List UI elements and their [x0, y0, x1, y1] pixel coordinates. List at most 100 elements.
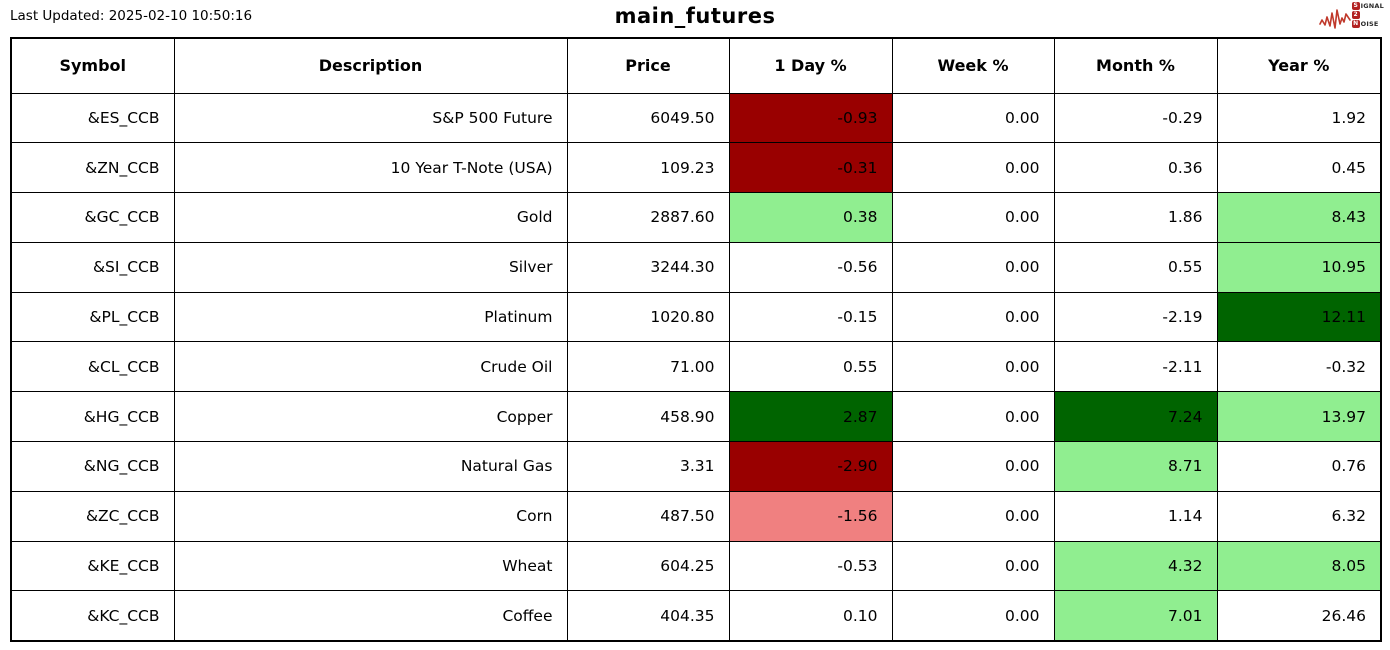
logo-rest-ignal: IGNAL	[1360, 2, 1384, 10]
column-header-week: Week %	[891, 37, 1055, 94]
cell-week: 0.00	[891, 540, 1055, 592]
cell-month: 0.36	[1053, 142, 1218, 194]
cell-day: 2.87	[728, 391, 893, 443]
cell-month: 4.32	[1053, 540, 1218, 592]
cell-year: 13.97	[1216, 391, 1382, 443]
last-updated-text: Last Updated: 2025-02-10 10:50:16	[10, 8, 253, 24]
cell-description: Coffee	[173, 590, 568, 642]
column-header-symbol: Symbol	[10, 37, 175, 94]
cell-week: 0.00	[891, 192, 1055, 243]
cell-description: 10 Year T-Note (USA)	[173, 142, 568, 194]
cell-price: 71.00	[566, 341, 730, 393]
cell-price: 2887.60	[566, 192, 730, 243]
table-row: &SI_CCB Silver 3244.30 -0.56 0.00 0.55 10.95	[10, 241, 1382, 293]
cell-month: 1.14	[1053, 490, 1218, 542]
table-row: &KE_CCB Wheat 604.25 -0.53 0.00 4.32 8.05	[10, 540, 1382, 592]
cell-day: -0.31	[728, 142, 893, 194]
cell-year: 12.11	[1216, 291, 1382, 343]
table-row: &KC_CCB Coffee 404.35 0.10 0.00 7.01 26.46	[10, 590, 1382, 642]
cell-year: 6.32	[1216, 490, 1382, 542]
cell-description: Wheat	[173, 540, 568, 592]
table-row: &NG_CCB Natural Gas 3.31 -2.90 0.00 8.71 0.76	[10, 441, 1382, 492]
cell-month: 8.71	[1053, 441, 1218, 492]
cell-day: -0.53	[728, 540, 893, 592]
cell-week: 0.00	[891, 341, 1055, 393]
cell-price: 1020.80	[566, 291, 730, 343]
cell-year: 10.95	[1216, 241, 1382, 293]
logo-badge-s: S	[1351, 2, 1360, 10]
cell-description: Corn	[173, 490, 568, 542]
logo-line-signal: S IGNAL	[1351, 2, 1384, 10]
cell-year: 8.43	[1216, 192, 1382, 243]
cell-week: 0.00	[891, 441, 1055, 492]
cell-symbol: &CL_CCB	[10, 341, 175, 393]
logo-rest-oise: OISE	[1360, 20, 1379, 28]
cell-symbol: &SI_CCB	[10, 241, 175, 293]
cell-year: 1.92	[1216, 92, 1382, 144]
cell-month: -2.19	[1053, 291, 1218, 343]
cell-description: S&P 500 Future	[173, 92, 568, 144]
cell-year: 8.05	[1216, 540, 1382, 592]
cell-symbol: &ZC_CCB	[10, 490, 175, 542]
cell-month: 0.55	[1053, 241, 1218, 293]
cell-week: 0.00	[891, 142, 1055, 194]
cell-description: Crude Oil	[173, 341, 568, 393]
cell-year: 0.45	[1216, 142, 1382, 194]
column-header-description: Description	[173, 37, 568, 94]
column-header-month: Month %	[1053, 37, 1218, 94]
cell-price: 487.50	[566, 490, 730, 542]
cell-month: 7.01	[1053, 590, 1218, 642]
cell-year: 26.46	[1216, 590, 1382, 642]
cell-week: 0.00	[891, 391, 1055, 443]
table-row: &GC_CCB Gold 2887.60 0.38 0.00 1.86 8.43	[10, 192, 1382, 243]
cell-month: -0.29	[1053, 92, 1218, 144]
column-header-1day: 1 Day %	[728, 37, 893, 94]
logo-badge-2: 2	[1351, 11, 1360, 19]
table-header: Symbol Description Price 1 Day % Week % …	[10, 37, 1382, 94]
table-row: &ZN_CCB 10 Year T-Note (USA) 109.23 -0.31 0.…	[10, 142, 1382, 194]
column-header-price: Price	[566, 37, 730, 94]
cell-day: 0.10	[728, 590, 893, 642]
cell-day: -0.15	[728, 291, 893, 343]
cell-price: 604.25	[566, 540, 730, 592]
page-title: main_futures	[614, 4, 776, 28]
cell-day: 0.55	[728, 341, 893, 393]
cell-month: 1.86	[1053, 192, 1218, 243]
cell-day: -2.90	[728, 441, 893, 492]
cell-day: -0.56	[728, 241, 893, 293]
logo-line-2: 2	[1351, 11, 1384, 19]
cell-symbol: &KE_CCB	[10, 540, 175, 592]
column-header-year: Year %	[1216, 37, 1382, 94]
cell-price: 458.90	[566, 391, 730, 443]
futures-table: Symbol Description Price 1 Day % Week % …	[10, 37, 1382, 642]
cell-price: 3244.30	[566, 241, 730, 293]
table-row: &ZC_CCB Corn 487.50 -1.56 0.00 1.14 6.32	[10, 490, 1382, 542]
cell-price: 6049.50	[566, 92, 730, 144]
cell-description: Natural Gas	[173, 441, 568, 492]
cell-description: Copper	[173, 391, 568, 443]
header-row: Symbol Description Price 1 Day % Week % …	[10, 37, 1382, 94]
table-row: &PL_CCB Platinum 1020.80 -0.15 0.00 -2.19 12.1…	[10, 291, 1382, 343]
cell-week: 0.00	[891, 490, 1055, 542]
cell-price: 3.31	[566, 441, 730, 492]
cell-symbol: &NG_CCB	[10, 441, 175, 492]
cell-week: 0.00	[891, 92, 1055, 144]
cell-symbol: &HG_CCB	[10, 391, 175, 443]
table-row: &CL_CCB Crude Oil 71.00 0.55 0.00 -2.11 -0.32	[10, 341, 1382, 393]
table-body: &ES_CCB S&P 500 Future 6049.50 -0.93 0.00 -0.…	[10, 92, 1382, 642]
waveform-icon	[1318, 9, 1351, 29]
table-row: &HG_CCB Copper 458.90 2.87 0.00 7.24 13.97	[10, 391, 1382, 443]
cell-week: 0.00	[891, 291, 1055, 343]
cell-price: 109.23	[566, 142, 730, 194]
cell-description: Platinum	[173, 291, 568, 343]
cell-symbol: &ES_CCB	[10, 92, 175, 144]
cell-month: 7.24	[1053, 391, 1218, 443]
cell-symbol: &KC_CCB	[10, 590, 175, 642]
logo-line-noise: N OISE	[1351, 20, 1384, 28]
logo-text: S IGNAL 2 N OISE	[1351, 2, 1384, 29]
cell-day: -0.93	[728, 92, 893, 144]
cell-symbol: &GC_CCB	[10, 192, 175, 243]
cell-price: 404.35	[566, 590, 730, 642]
cell-day: -1.56	[728, 490, 893, 542]
